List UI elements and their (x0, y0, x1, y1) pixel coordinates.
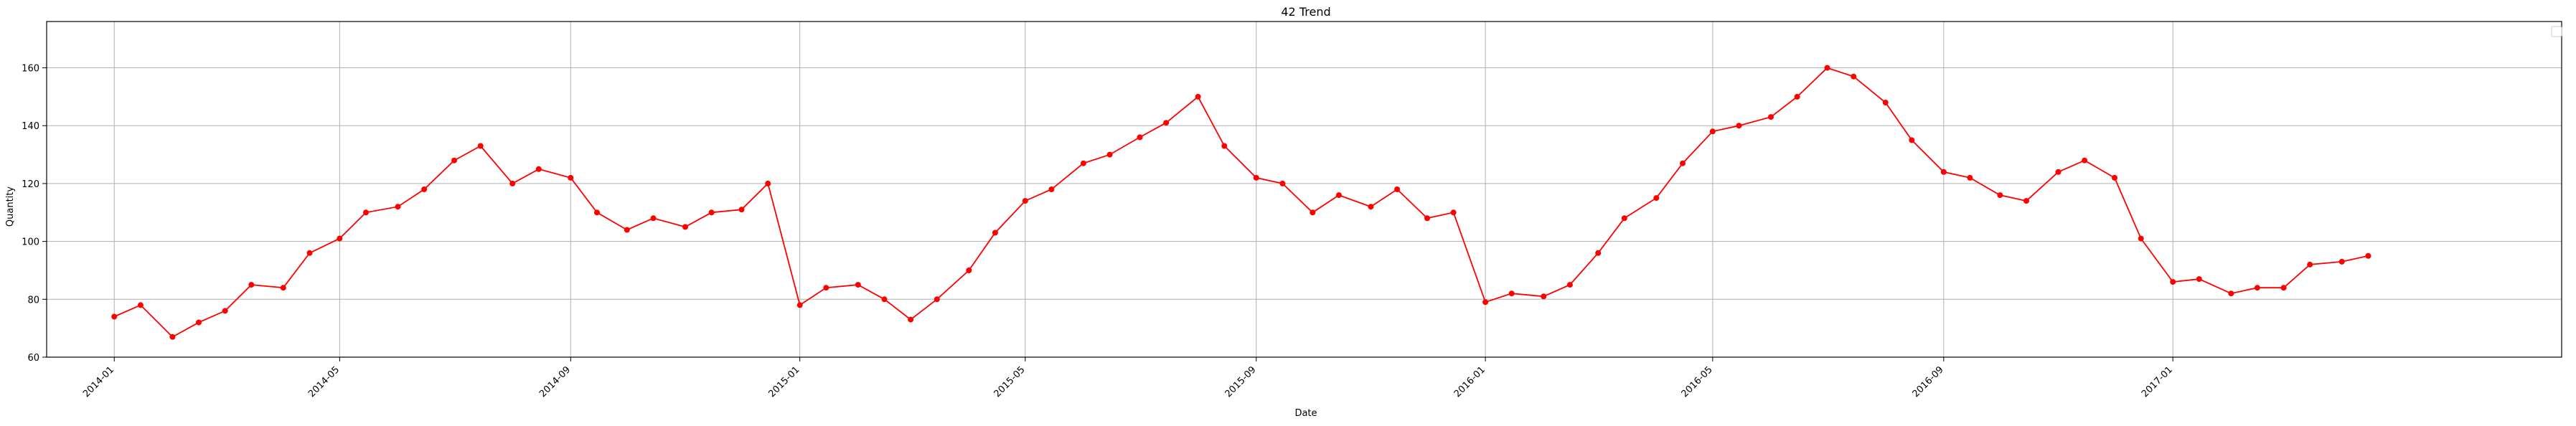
data-point (2254, 285, 2260, 291)
data-point (1709, 128, 1716, 135)
legend-box (2551, 26, 2562, 37)
y-axis-label: Quantity (5, 186, 16, 227)
data-point (1680, 160, 1686, 166)
data-point (881, 296, 888, 303)
data-point (1482, 299, 1489, 306)
series-path (113, 67, 2369, 338)
data-point (222, 308, 228, 314)
data-point (306, 250, 313, 256)
data-points (111, 65, 2371, 340)
data-point (908, 316, 914, 323)
data-point (1080, 160, 1086, 166)
data-point (477, 143, 484, 149)
data-point (1106, 151, 1113, 158)
data-point (1221, 143, 1228, 149)
data-point (765, 180, 771, 186)
data-point (624, 227, 630, 233)
grid (47, 22, 2562, 358)
data-point (934, 296, 940, 303)
data-point (395, 204, 401, 210)
data-point (451, 157, 457, 164)
y-tick-label: 100 (22, 237, 39, 248)
plot-frame (46, 21, 2562, 358)
data-point (363, 209, 369, 216)
data-point (1310, 209, 1316, 216)
data-point (1508, 290, 1515, 297)
data-point (1794, 93, 1800, 100)
data-point (738, 207, 745, 213)
data-point (169, 333, 176, 340)
data-point (823, 285, 829, 291)
x-axis-label: Date (1294, 408, 1317, 419)
data-point (682, 224, 688, 230)
data-point (1997, 192, 2003, 199)
y-tick-label: 140 (22, 121, 39, 132)
data-point (1621, 215, 1627, 222)
data-point (421, 186, 428, 192)
data-point (1048, 186, 1055, 192)
data-point (1940, 169, 1947, 175)
data-point (855, 282, 861, 288)
series-line (113, 67, 2369, 338)
data-point (196, 319, 202, 326)
data-point (2338, 258, 2345, 265)
data-point (2170, 279, 2176, 285)
data-point (1022, 198, 1028, 204)
data-point (2055, 169, 2062, 175)
data-point (796, 302, 803, 308)
data-point (535, 166, 542, 172)
data-point (1851, 73, 1857, 80)
data-point (568, 174, 574, 181)
data-point (1279, 180, 1286, 186)
data-point (137, 302, 144, 308)
data-point (708, 209, 715, 216)
data-point (337, 235, 343, 242)
data-point (1566, 282, 1573, 288)
data-point (1768, 114, 1774, 120)
data-point (1424, 215, 1430, 222)
data-point (1450, 209, 1457, 216)
data-point (992, 229, 998, 236)
data-point (1736, 123, 1742, 129)
chart-title: 42 Trend (1281, 5, 1330, 19)
y-tick-label: 60 (27, 353, 39, 364)
data-point (1595, 250, 1602, 256)
data-point (111, 313, 118, 320)
data-point (1909, 137, 1915, 143)
data-point (1195, 93, 1201, 100)
data-point (2023, 198, 2029, 204)
data-point (1394, 186, 1401, 192)
data-point (1335, 192, 1342, 199)
data-point (2365, 252, 2371, 259)
data-point (1653, 195, 1660, 202)
data-point (2112, 174, 2117, 181)
data-point (2280, 285, 2287, 291)
data-point (1253, 174, 1259, 181)
data-point (1967, 174, 1973, 181)
y-tick-label: 120 (22, 179, 39, 190)
data-point (1137, 134, 1143, 141)
data-point (1541, 293, 1547, 300)
data-point (2307, 261, 2313, 268)
data-point (509, 180, 516, 186)
data-point (2228, 290, 2234, 297)
y-tick-label: 80 (27, 295, 39, 306)
data-point (594, 209, 600, 216)
data-point (280, 285, 286, 291)
data-point (248, 282, 255, 288)
data-point (1163, 120, 1170, 126)
data-point (2082, 157, 2088, 164)
data-point (2138, 235, 2144, 242)
data-point (1368, 204, 1374, 210)
data-point (650, 215, 657, 222)
data-point (1882, 100, 1889, 105)
data-point (1824, 65, 1830, 71)
data-point (966, 268, 972, 273)
y-tick-label: 160 (22, 64, 39, 75)
data-point (2196, 276, 2202, 283)
